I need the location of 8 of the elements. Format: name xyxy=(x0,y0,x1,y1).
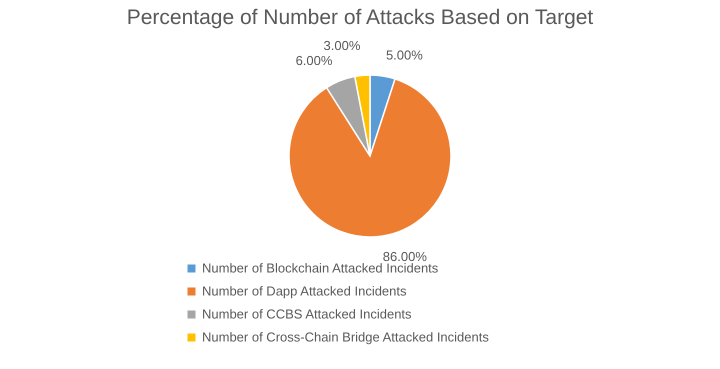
legend-label: Number of CCBS Attacked Incidents xyxy=(202,306,412,322)
data-label: 6.00% xyxy=(296,53,333,68)
legend-label: Number of Cross-Chain Bridge Attacked Incidents xyxy=(202,330,490,344)
data-label: 5.00% xyxy=(386,47,424,62)
chart-title: Percentage of Number of Attacks Based on Target xyxy=(126,6,594,30)
pie-slice xyxy=(288,78,452,238)
data-label: 3.00% xyxy=(324,38,361,54)
legend-label: Number of Dapp Attacked Incidents xyxy=(202,284,407,298)
